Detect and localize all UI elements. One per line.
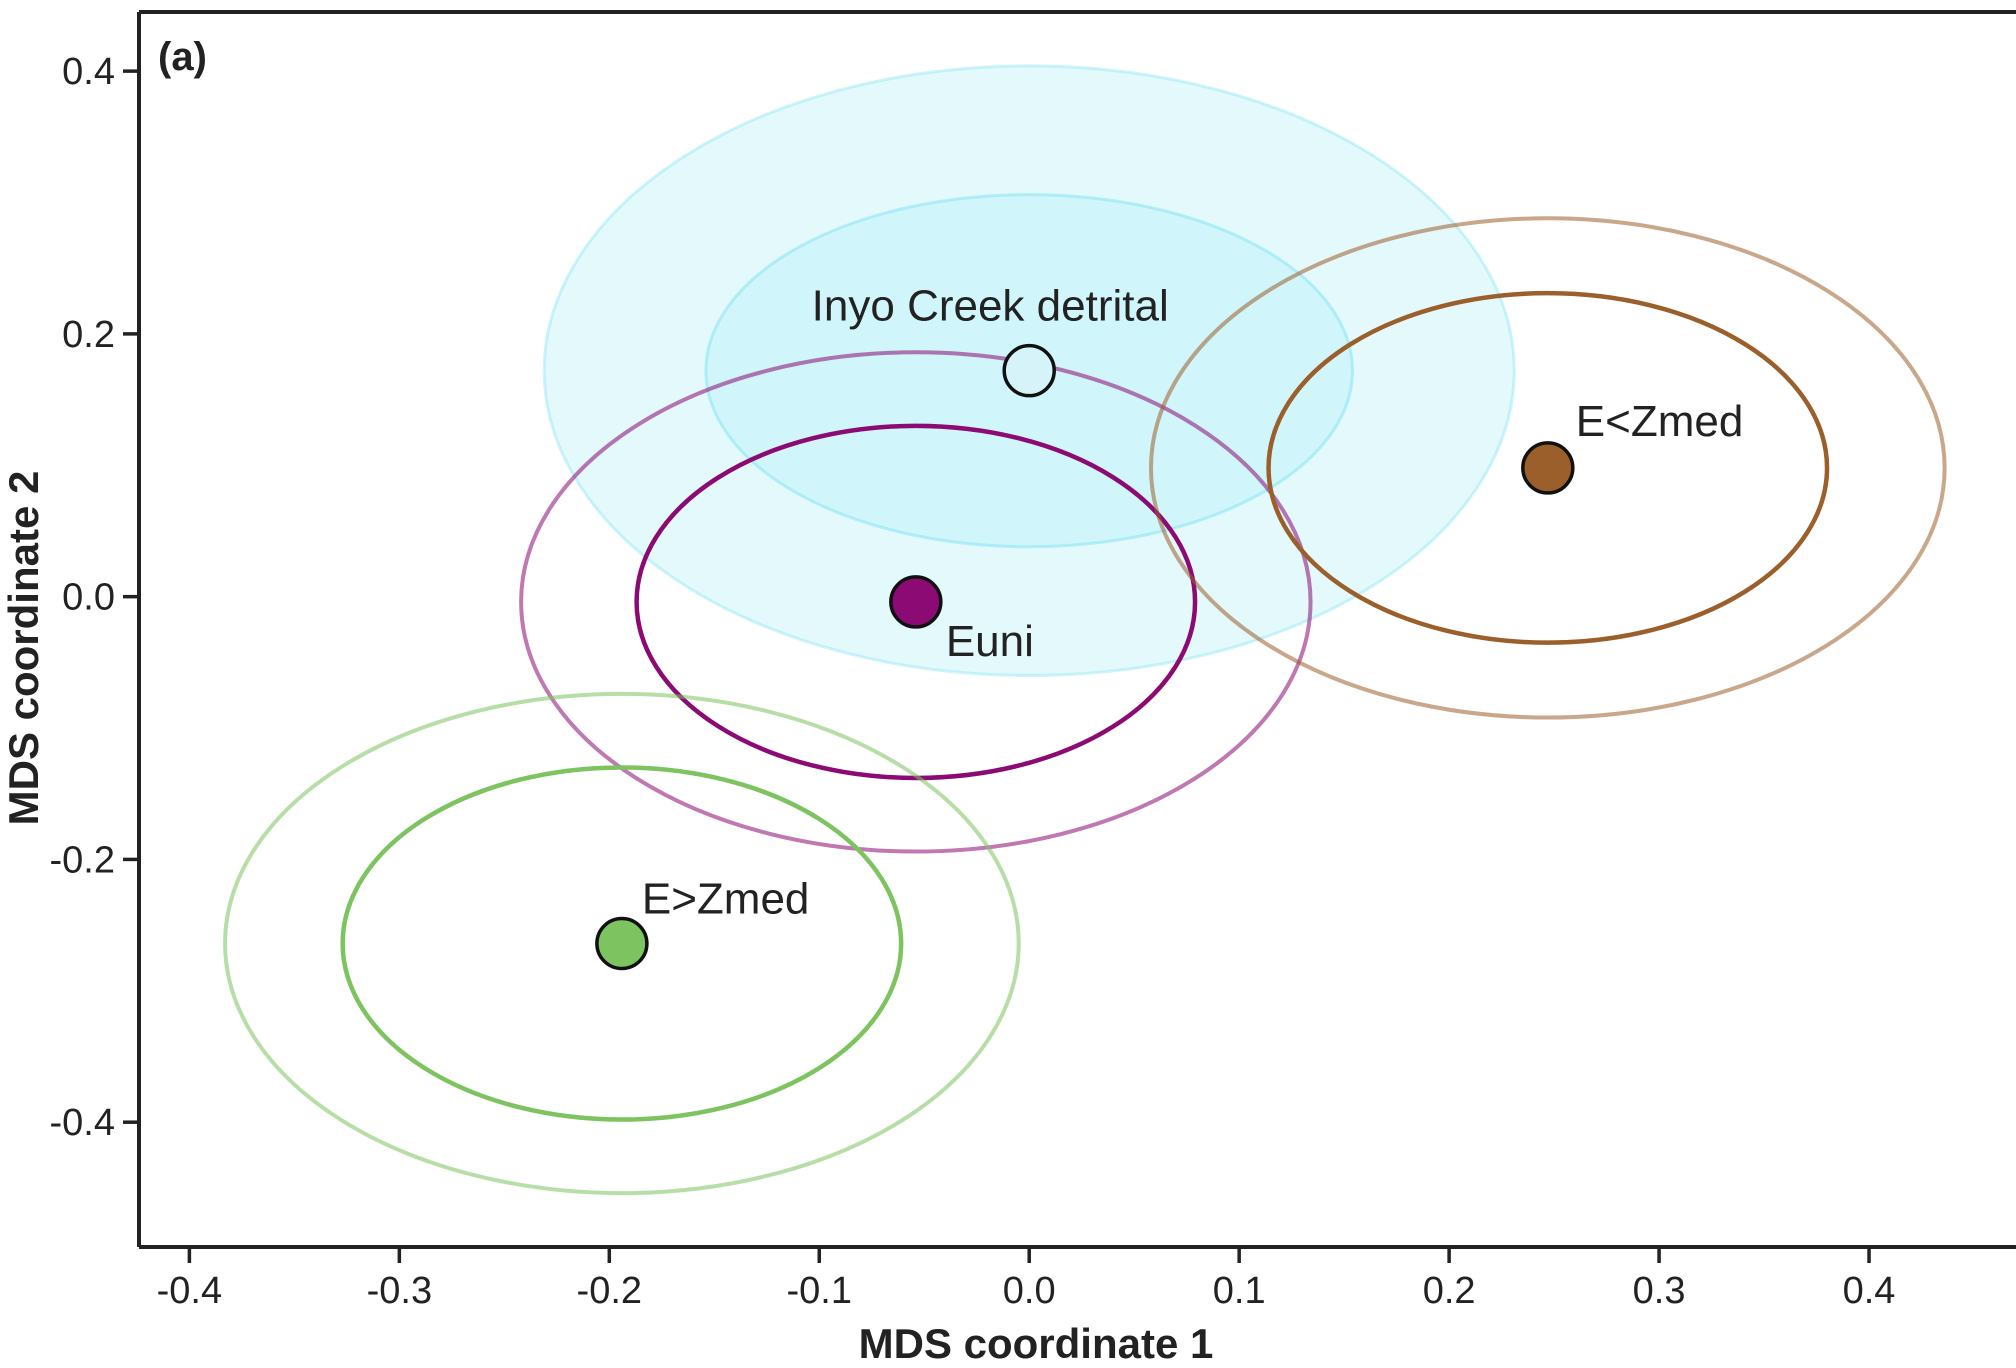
inyo-creek-detrital-label: Inyo Creek detrital [812,282,1169,331]
e-gt-zmed-inner-ellipse [340,765,904,1122]
e-lt-zmed-inner-ellipse [1266,290,1830,645]
e-lt-zmed-outer-ellipse [1148,216,1947,720]
y-tick-label: -0.2 [50,839,115,881]
confidence-ellipses [223,64,1947,1196]
y-tick-label: 0.0 [62,577,115,619]
x-tick-label: -0.1 [787,1270,852,1312]
y-tick-label: 0.4 [62,51,115,93]
e-gt-zmed-outer-ellipse [223,691,1021,1196]
x-tick-label: -0.3 [367,1270,432,1312]
e-gt-zmed-label: E>Zmed [642,875,810,924]
x-axis-title: MDS coordinate 1 [859,1320,1214,1367]
inyo-creek-detrital-point [1002,343,1056,398]
panel-label: (a) [158,35,207,79]
euni-outer-ellipse [519,350,1313,854]
euni-label: Euni [946,617,1034,666]
euni-point [889,575,943,629]
data-points: Inyo Creek detrital Euni E<Zmed E>Zmed [595,282,1744,971]
x-tick-label: 0.0 [1003,1270,1056,1312]
y-axis-title: MDS coordinate 2 [0,471,47,826]
x-tick-label: -0.4 [157,1270,222,1312]
e-gt-zmed-point [595,916,649,971]
x-tick-label: 0.1 [1213,1270,1266,1312]
e-lt-zmed-point [1521,441,1575,495]
x-tick-label: 0.4 [1843,1270,1896,1312]
x-tick-label: 0.3 [1633,1270,1686,1312]
y-tick-label: -0.4 [50,1102,115,1144]
x-tick-label: 0.2 [1423,1270,1476,1312]
e-lt-zmed-label: E<Zmed [1576,397,1744,446]
y-tick-label: 0.2 [62,314,115,356]
x-tick-label: -0.2 [577,1270,642,1312]
axes: -0.4 -0.3 -0.2 -0.1 0.0 0.1 0.2 0.3 0.4 -0.4 -0.2 0… [50,10,2016,1312]
